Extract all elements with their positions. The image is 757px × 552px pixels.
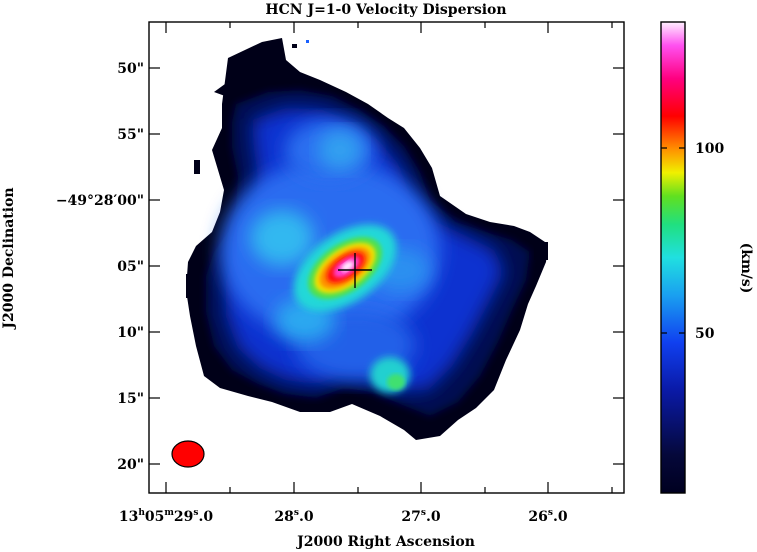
x-tick-label: 28s.0 xyxy=(274,508,313,525)
position-marker-cross xyxy=(338,253,372,288)
ra-minutes: 05 xyxy=(145,509,164,525)
ra-seconds: 26 xyxy=(528,509,547,525)
x-axis-label: J2000 Right Ascension xyxy=(295,534,475,550)
plot-frame xyxy=(148,21,625,494)
ra-seconds-unit: s xyxy=(294,508,299,518)
map-cyan-west xyxy=(250,210,314,266)
map-cyan-north xyxy=(318,130,362,170)
x-tick-label-first: 13h05m29s.0 xyxy=(119,508,213,525)
y-tick-label: 55" xyxy=(117,127,144,143)
colorbar-tick-label: 50 xyxy=(695,326,715,342)
velocity-dispersion-map xyxy=(186,38,548,440)
x-tick-marks xyxy=(165,22,613,493)
colorbar xyxy=(660,21,686,494)
map-speck xyxy=(306,40,309,43)
ra-seconds-frac: .0 xyxy=(198,509,213,525)
y-tick-labels: 50" 55" −49°28′00" 05" 10" 15" 20" xyxy=(56,61,144,473)
x-tick-labels: 13h05m29s.0 28s.0 27s.0 26s.0 xyxy=(119,508,568,525)
map-peak-white xyxy=(341,261,354,272)
map-south-knot-inner xyxy=(387,374,405,390)
y-tick-label: 05" xyxy=(117,259,144,275)
colorbar-unit-label: (km/s) xyxy=(738,243,754,294)
y-tick-label: 15" xyxy=(117,391,144,407)
ra-seconds-frac: .0 xyxy=(553,509,568,525)
map-speck xyxy=(534,242,548,260)
colorbar-tick-label: 100 xyxy=(695,141,724,157)
map-dark-lobe-top xyxy=(214,62,290,100)
colorbar-ticks xyxy=(661,147,685,334)
ra-seconds-unit: s xyxy=(193,508,198,518)
ra-seconds-frac: .0 xyxy=(299,509,314,525)
ra-seconds-unit: s xyxy=(548,508,553,518)
ra-minutes-unit: m xyxy=(164,508,174,518)
x-tick-label: 26s.0 xyxy=(528,508,567,525)
ra-seconds: 29 xyxy=(174,509,193,525)
y-axis-label: J2000 Declination xyxy=(1,187,17,330)
ra-seconds-frac: .0 xyxy=(426,509,441,525)
ra-hours-unit: h xyxy=(138,508,145,518)
ra-seconds: 27 xyxy=(401,509,420,525)
map-speck xyxy=(194,160,200,174)
beam-ellipse xyxy=(171,440,205,468)
y-tick-label: 50" xyxy=(117,61,144,77)
y-tick-label: 20" xyxy=(117,457,144,473)
y-tick-marks xyxy=(149,67,624,465)
figure-title: HCN J=1-0 Velocity Dispersion xyxy=(265,2,506,18)
ra-seconds: 28 xyxy=(274,509,293,525)
y-tick-label: 10" xyxy=(117,325,144,341)
map-speck xyxy=(292,44,297,48)
y-tick-label: −49°28′00" xyxy=(56,193,144,209)
ra-seconds-unit: s xyxy=(421,508,426,518)
map-speck xyxy=(186,274,192,298)
ra-hours: 13 xyxy=(119,509,138,525)
x-tick-label: 27s.0 xyxy=(401,508,440,525)
